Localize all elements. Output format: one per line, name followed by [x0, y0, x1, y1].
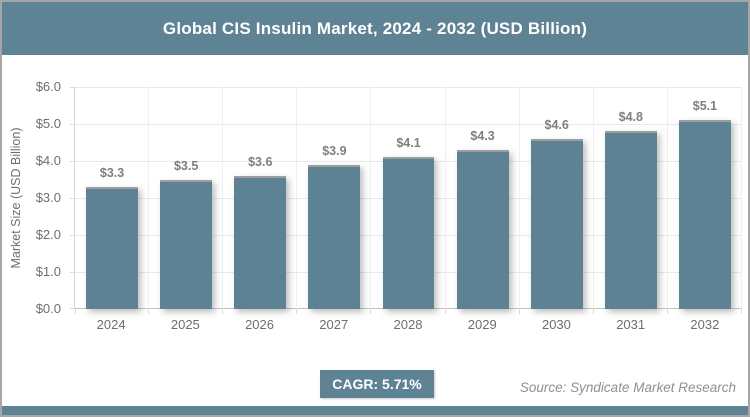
x-tick-mark [741, 309, 742, 314]
gridline-vertical [444, 87, 446, 309]
chart-title: Global CIS Insulin Market, 2024 - 2032 (… [162, 18, 588, 38]
y-tick-mark [70, 87, 75, 88]
x-tick-mark [222, 309, 224, 314]
y-tick-mark [70, 198, 75, 199]
bar-2027 [308, 164, 361, 309]
gridline-vertical [148, 87, 150, 309]
y-tick-label: $4.0 [35, 153, 61, 169]
y-tick-mark [70, 124, 75, 125]
bar-value-label: $4.1 [396, 136, 421, 151]
bar-2028 [382, 157, 435, 309]
x-label-2032: 2032 [690, 317, 720, 332]
x-tick-mark [296, 309, 298, 314]
x-label-2028: 2028 [393, 317, 423, 332]
y-tick-label: $6.0 [35, 79, 61, 94]
gridline-vertical [666, 87, 668, 309]
bar-2029 [456, 149, 509, 309]
bar-2025 [160, 179, 213, 309]
bottom-accent-strip [2, 406, 748, 415]
source-attribution: Source: Syndicate Market Research [519, 380, 736, 395]
x-label-2025: 2025 [170, 317, 200, 332]
bar-value-label: $3.3 [99, 165, 125, 180]
y-tick-label: $2.0 [35, 227, 61, 243]
gridline-vertical [592, 87, 594, 309]
bar-value-label: $4.8 [618, 110, 643, 125]
bar-value-label: $4.3 [470, 128, 495, 143]
plot-area: $3.3 $3.5 $3.6 $3.9 $4.1 $4.3 $4.6 $4.8 $5.1 [70, 87, 742, 314]
cagr-badge: CAGR: 5.71% [320, 370, 434, 398]
bar-value-label: $3.9 [322, 143, 347, 158]
bar-2030 [530, 138, 583, 309]
y-tick-label: $5.0 [35, 116, 61, 131]
x-tick-mark [75, 309, 76, 314]
bar-2031 [604, 131, 657, 309]
y-tick-mark [70, 308, 75, 309]
gridline-vertical [370, 87, 372, 309]
gridline-horizontal [75, 87, 742, 88]
y-tick-label: $3.0 [35, 190, 61, 205]
x-label-2024: 2024 [96, 317, 126, 332]
x-label-2029: 2029 [467, 317, 497, 332]
gridline-vertical [222, 87, 224, 309]
bar-2032 [679, 120, 731, 309]
gridline-vertical [741, 87, 742, 309]
y-axis-tick-labels: $0.0 $1.0 $2.0 $3.0 $4.0 $5.0 $6.0 [2, 79, 68, 316]
gridline-vertical [296, 87, 298, 309]
x-tick-mark [148, 309, 150, 314]
bar-value-label: $3.6 [248, 154, 273, 169]
gridline-vertical [518, 87, 520, 309]
x-label-2031: 2031 [616, 317, 646, 332]
x-label-2027: 2027 [319, 317, 349, 332]
bar-value-label: $5.1 [692, 99, 718, 114]
y-tick-mark [70, 272, 75, 274]
gridline-horizontal [75, 124, 742, 125]
chart-header: Global CIS Insulin Market, 2024 - 2032 (… [2, 2, 748, 55]
x-label-2030: 2030 [541, 317, 571, 332]
x-label-2026: 2026 [245, 317, 274, 332]
y-tick-label: $1.0 [35, 264, 61, 280]
x-tick-mark [592, 309, 594, 314]
bar-value-label: $4.6 [544, 117, 569, 132]
y-tick-label: $0.0 [35, 301, 61, 316]
x-tick-mark [370, 309, 372, 314]
bar-2024 [86, 186, 138, 309]
x-tick-mark [666, 309, 668, 314]
y-tick-mark [70, 235, 75, 237]
x-axis-tick-labels: 2024 2025 2026 2027 2028 2029 2030 2031 2032 [74, 316, 742, 334]
bar-2026 [234, 175, 287, 309]
x-tick-mark [444, 309, 446, 314]
bar-value-label: $3.5 [173, 158, 199, 173]
y-tick-mark [70, 161, 75, 163]
x-tick-mark [518, 309, 520, 314]
